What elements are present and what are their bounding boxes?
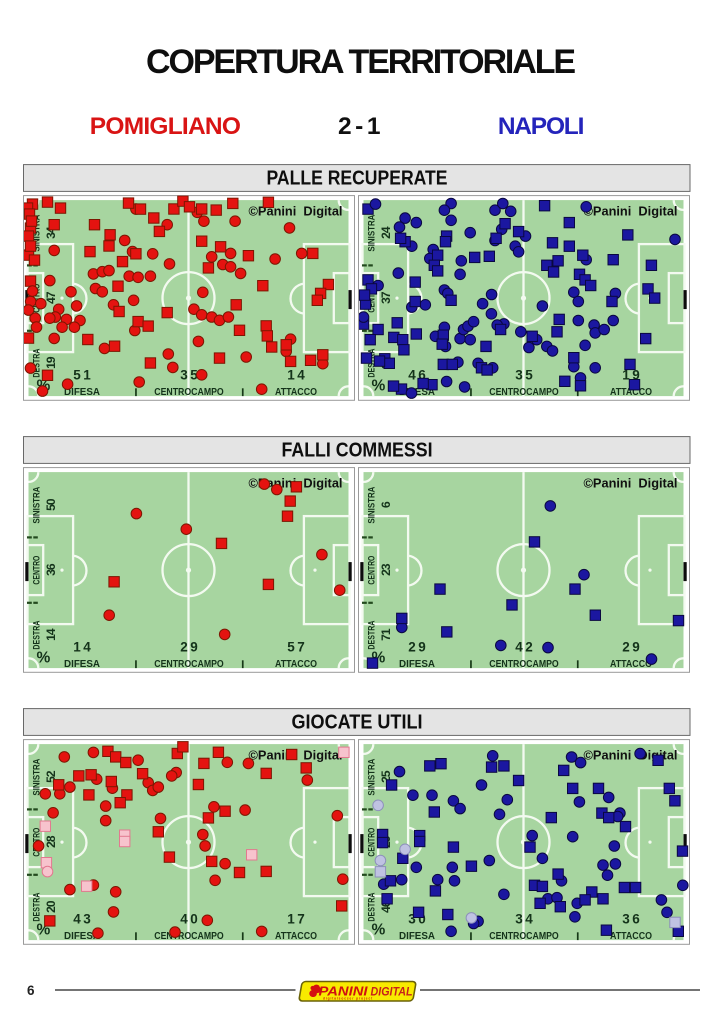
svg-text:SINISTRA: SINISTRA	[365, 758, 376, 795]
svg-text:ATTACCO: ATTACCO	[610, 387, 652, 398]
svg-text:SINISTRA: SINISTRA	[30, 758, 41, 795]
svg-text:1: 1	[287, 368, 295, 383]
svg-text:4: 4	[408, 368, 416, 383]
svg-text:9: 9	[418, 640, 426, 655]
svg-text:4: 4	[515, 640, 523, 655]
svg-text:DESTRA: DESTRA	[365, 892, 376, 921]
svg-text:6: 6	[632, 912, 640, 927]
svg-text:ATTACCO: ATTACCO	[275, 387, 317, 398]
svg-text:CENTRO: CENTRO	[30, 556, 41, 585]
svg-text:2: 2	[622, 640, 630, 655]
svg-text:CENTRO: CENTRO	[30, 284, 41, 313]
svg-text:7: 7	[297, 640, 305, 655]
svg-text:4: 4	[297, 368, 305, 383]
svg-text:5: 5	[287, 640, 295, 655]
svg-text:3: 3	[515, 912, 523, 927]
svg-text:DESTRA: DESTRA	[30, 892, 41, 921]
svg-text:7: 7	[297, 912, 305, 927]
svg-text:©Panini Digital: ©Panini Digital	[249, 204, 343, 219]
svg-text:3: 3	[622, 912, 630, 927]
svg-text:DIFESA: DIFESA	[399, 387, 436, 398]
svg-text:%: %	[37, 650, 51, 667]
svg-text:3: 3	[180, 368, 188, 383]
svg-text:36: 36	[44, 563, 58, 576]
svg-text:4: 4	[525, 912, 533, 927]
svg-text:2: 2	[525, 640, 533, 655]
svg-text:9: 9	[190, 640, 198, 655]
svg-text:3: 3	[83, 912, 91, 927]
svg-text:71: 71	[379, 628, 393, 641]
svg-text:FALLI COMMESSI: FALLI COMMESSI	[282, 440, 433, 462]
svg-text:14: 14	[44, 628, 58, 641]
svg-text:DESTRA: DESTRA	[30, 620, 41, 649]
svg-text:3: 3	[515, 368, 523, 383]
svg-text:6: 6	[379, 501, 393, 508]
svg-text:23: 23	[379, 563, 393, 576]
svg-text:CENTROCAMPO: CENTROCAMPO	[154, 387, 224, 398]
svg-text:DIGITAL: DIGITAL	[371, 984, 413, 998]
svg-text:5: 5	[73, 368, 81, 383]
svg-text:2-1: 2-1	[338, 113, 384, 140]
svg-text:SINISTRA: SINISTRA	[30, 486, 41, 523]
svg-text:SINISTRA: SINISTRA	[365, 214, 376, 251]
svg-text:CENTRO: CENTRO	[365, 556, 376, 585]
svg-text:19: 19	[44, 356, 58, 369]
svg-text:CENTRO: CENTRO	[365, 828, 376, 857]
svg-text:1: 1	[287, 912, 295, 927]
svg-text:DIFESA: DIFESA	[399, 931, 436, 942]
svg-text:NAPOLI: NAPOLI	[498, 113, 584, 140]
svg-text:CENTROCAMPO: CENTROCAMPO	[154, 659, 224, 670]
svg-text:28: 28	[44, 835, 58, 848]
svg-text:CENTROCAMPO: CENTROCAMPO	[489, 931, 559, 942]
svg-text:POMIGLIANO: POMIGLIANO	[90, 113, 241, 140]
svg-text:5: 5	[525, 368, 533, 383]
svg-text:©Panini Digital: ©Panini Digital	[584, 204, 678, 219]
svg-text:4: 4	[180, 912, 188, 927]
svg-text:9: 9	[632, 640, 640, 655]
svg-text:SINISTRA: SINISTRA	[365, 486, 376, 523]
svg-text:0: 0	[418, 912, 426, 927]
svg-text:47: 47	[44, 291, 58, 304]
svg-text:4: 4	[83, 640, 91, 655]
svg-text:4: 4	[73, 912, 81, 927]
svg-text:6: 6	[418, 368, 426, 383]
svg-text:%: %	[372, 922, 386, 939]
svg-text:ATTACCO: ATTACCO	[610, 659, 652, 670]
svg-text:ATTACCO: ATTACCO	[610, 931, 652, 942]
svg-text:20: 20	[44, 900, 58, 913]
svg-text:0: 0	[190, 912, 198, 927]
svg-text:2: 2	[180, 640, 188, 655]
svg-text:ATTACCO: ATTACCO	[275, 931, 317, 942]
svg-text:CENTROCAMPO: CENTROCAMPO	[489, 659, 559, 670]
svg-text:1: 1	[73, 640, 81, 655]
svg-text:6: 6	[27, 983, 35, 998]
svg-text:%: %	[372, 378, 386, 395]
svg-text:DIFESA: DIFESA	[64, 659, 101, 670]
svg-text:ATTACCO: ATTACCO	[275, 659, 317, 670]
svg-text:1: 1	[622, 368, 630, 383]
svg-text:CENTROCAMPO: CENTROCAMPO	[489, 387, 559, 398]
svg-text:DIFESA: DIFESA	[64, 931, 101, 942]
svg-text:GIOCATE UTILI: GIOCATE UTILI	[292, 712, 423, 734]
svg-text:DESTRA: DESTRA	[365, 620, 376, 649]
svg-text:DESTRA: DESTRA	[30, 348, 41, 377]
svg-text:5: 5	[190, 368, 198, 383]
svg-text:24: 24	[379, 226, 393, 239]
svg-text:DIFESA: DIFESA	[399, 659, 436, 670]
svg-text:digitalsoccer project: digitalsoccer project	[323, 996, 373, 1000]
svg-text:50: 50	[44, 498, 58, 511]
svg-text:1: 1	[83, 368, 91, 383]
svg-text:37: 37	[379, 291, 393, 304]
svg-text:©Panini Digital: ©Panini Digital	[584, 476, 678, 491]
svg-text:COPERTURA TERRITORIALE: COPERTURA TERRITORIALE	[146, 43, 575, 81]
svg-text:9: 9	[632, 368, 640, 383]
svg-text:CENTROCAMPO: CENTROCAMPO	[154, 931, 224, 942]
svg-text:PALLE RECUPERATE: PALLE RECUPERATE	[267, 168, 448, 190]
svg-text:DIFESA: DIFESA	[64, 387, 101, 398]
svg-text:3: 3	[408, 912, 416, 927]
svg-text:PANINI: PANINI	[319, 983, 368, 998]
svg-text:2: 2	[408, 640, 416, 655]
svg-text:CENTRO: CENTRO	[365, 284, 376, 313]
